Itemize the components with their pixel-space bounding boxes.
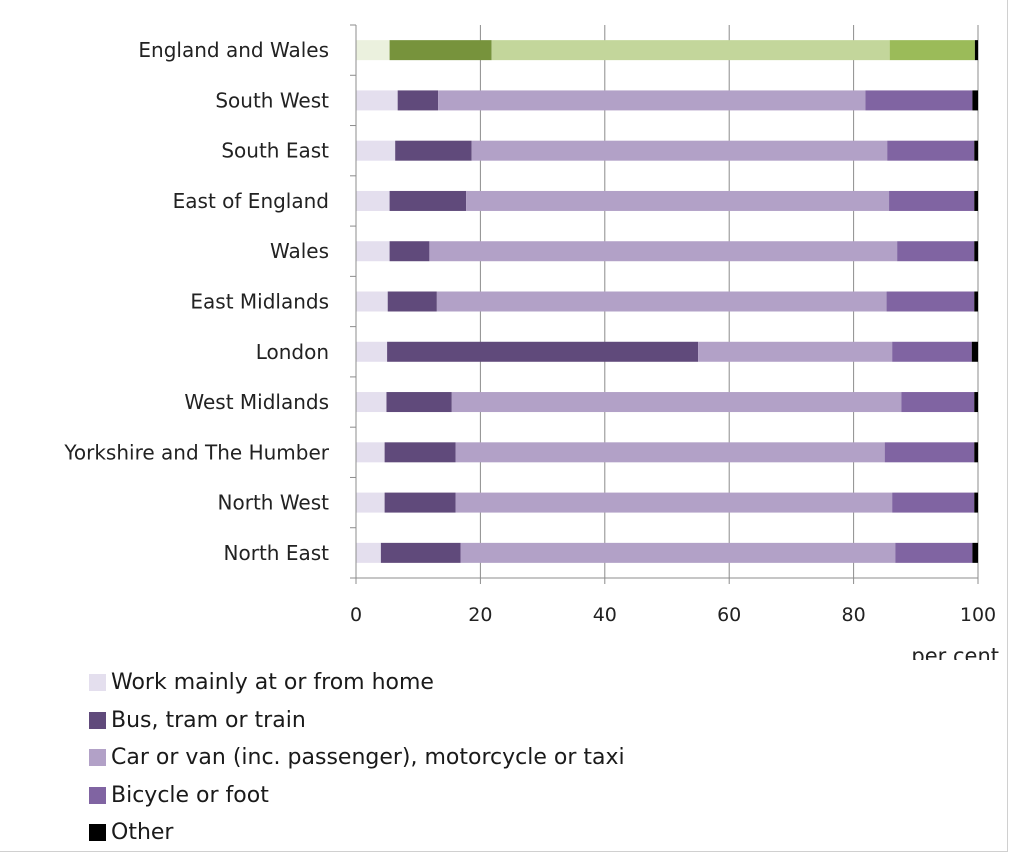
category-label: Yorkshire and The Humber xyxy=(63,440,329,464)
bar-segment xyxy=(356,40,390,61)
bar-segment xyxy=(974,392,978,413)
bar-segment xyxy=(380,542,461,563)
bar-segment xyxy=(972,542,978,563)
bar-segment xyxy=(971,341,978,362)
bar-segment xyxy=(974,40,978,61)
x-axis-unit-label: per cent xyxy=(911,644,999,660)
x-tick-labels: 0 20 40 60 80 100 xyxy=(350,604,996,626)
legend-label: Bicycle or foot xyxy=(111,782,269,808)
bar-segment xyxy=(892,341,972,362)
bar-segment xyxy=(974,291,978,312)
bar-segment xyxy=(698,341,893,362)
bar-segment xyxy=(889,40,975,61)
bar-segment xyxy=(436,291,887,312)
bar-segment xyxy=(974,190,978,211)
legend-label: Work mainly at or from home xyxy=(111,670,434,696)
bar-segment xyxy=(356,190,390,211)
bar-segment xyxy=(356,140,396,161)
category-label: North West xyxy=(218,491,330,515)
bar-segment xyxy=(451,392,902,413)
x-tick-label: 20 xyxy=(468,604,492,626)
category-label: East of England xyxy=(173,189,329,213)
bar-segment xyxy=(386,392,452,413)
legend-swatch xyxy=(89,711,106,729)
category-labels: England and Wales South West South East Eas… xyxy=(63,38,329,565)
bar-group xyxy=(356,40,978,563)
stacked-bar-chart: England and Wales South West South East Eas… xyxy=(63,24,999,660)
bar-segment xyxy=(389,190,467,211)
bar-segment xyxy=(455,492,893,513)
bar-segment xyxy=(974,140,978,161)
category-label: East Midlands xyxy=(190,290,329,314)
legend-item: Bus, tram or train xyxy=(89,702,625,740)
bar-segment xyxy=(384,442,456,463)
bar-segment xyxy=(974,492,978,513)
bar-segment xyxy=(897,241,975,262)
bar-segment xyxy=(356,291,388,312)
bar-segment xyxy=(384,492,456,513)
legend-item: Bicycle or foot xyxy=(89,777,625,815)
bar-segment xyxy=(387,341,699,362)
legend: Work mainly at or from home Bus, tram or … xyxy=(89,664,625,852)
category-label: Wales xyxy=(270,239,329,263)
bar-segment xyxy=(356,241,390,262)
legend-label: Bus, tram or train xyxy=(111,707,306,733)
bar-segment xyxy=(895,542,973,563)
bar-segment xyxy=(389,241,430,262)
bar-segment xyxy=(397,90,439,111)
bar-segment xyxy=(466,190,890,211)
bar-segment xyxy=(901,392,975,413)
bar-segment xyxy=(429,241,898,262)
category-label: England and Wales xyxy=(138,38,329,62)
bar-segment xyxy=(974,241,978,262)
axes xyxy=(350,24,979,584)
bar-segment xyxy=(460,542,896,563)
bar-segment xyxy=(892,492,975,513)
legend-swatch xyxy=(89,749,106,767)
legend-swatch xyxy=(89,786,106,804)
x-tick-label: 40 xyxy=(593,604,617,626)
bar-segment xyxy=(356,392,387,413)
bar-segment xyxy=(471,140,888,161)
bar-segment xyxy=(395,140,472,161)
x-tick-label: 100 xyxy=(960,604,996,626)
category-label: North East xyxy=(224,541,330,565)
bar-segment xyxy=(356,341,388,362)
x-tick-label: 0 xyxy=(350,604,362,626)
bar-segment xyxy=(974,442,978,463)
bar-segment xyxy=(889,190,975,211)
legend-item: Work mainly at or from home xyxy=(89,664,625,702)
category-label: London xyxy=(256,340,329,364)
category-label: South West xyxy=(215,88,329,112)
legend-label: Other xyxy=(111,820,174,846)
x-tick-label: 80 xyxy=(842,604,866,626)
bar-segment xyxy=(356,492,385,513)
bar-segment xyxy=(438,90,866,111)
bar-segment xyxy=(356,90,398,111)
legend-label: Car or van (inc. passenger), motorcycle … xyxy=(111,745,625,771)
legend-item: Other xyxy=(89,814,625,852)
legend-item: Car or van (inc. passenger), motorcycle … xyxy=(89,739,625,777)
bar-segment xyxy=(491,40,890,61)
legend-swatch xyxy=(89,824,106,842)
bar-segment xyxy=(389,40,492,61)
bar-segment xyxy=(865,90,973,111)
bar-segment xyxy=(884,442,975,463)
bar-segment xyxy=(356,542,381,563)
bar-segment xyxy=(387,291,437,312)
x-tick-label: 60 xyxy=(717,604,741,626)
bar-segment xyxy=(972,90,978,111)
bar-segment xyxy=(887,140,975,161)
category-label: South East xyxy=(221,139,329,163)
legend-swatch xyxy=(89,674,106,692)
category-label: West Midlands xyxy=(184,390,329,414)
bar-segment xyxy=(356,442,385,463)
bar-segment xyxy=(455,442,885,463)
bar-segment xyxy=(886,291,975,312)
